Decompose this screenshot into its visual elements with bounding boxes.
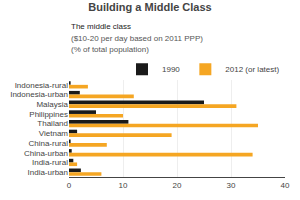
svg-text:China-rural: China-rural	[28, 139, 68, 148]
svg-text:Philippines: Philippines	[29, 110, 68, 119]
svg-text:China-urban: China-urban	[24, 149, 68, 158]
svg-text:($10-20 per day based on 2011: ($10-20 per day based on 2011 PPP)	[71, 34, 203, 43]
svg-text:The middle class: The middle class	[71, 22, 131, 31]
svg-text:Vietnam: Vietnam	[39, 129, 69, 138]
svg-text:(% of total population): (% of total population)	[71, 45, 149, 54]
svg-text:India-rural: India-rural	[32, 158, 68, 167]
svg-text:Malaysia: Malaysia	[36, 100, 68, 109]
svg-text:2012 (or latest): 2012 (or latest)	[225, 65, 279, 74]
svg-text:Thailand: Thailand	[37, 119, 68, 128]
svg-text:30: 30	[227, 181, 236, 190]
svg-text:40: 40	[281, 181, 290, 190]
svg-text:India-urban: India-urban	[28, 168, 68, 177]
svg-text:20: 20	[173, 181, 182, 190]
svg-text:0: 0	[67, 181, 72, 190]
svg-text:1990: 1990	[162, 65, 180, 74]
svg-text:Indonesia-rural: Indonesia-rural	[15, 81, 69, 90]
svg-text:Building a Middle Class: Building a Middle Class	[88, 1, 211, 13]
svg-text:Indonesia-urban: Indonesia-urban	[10, 90, 68, 99]
svg-text:10: 10	[119, 181, 128, 190]
